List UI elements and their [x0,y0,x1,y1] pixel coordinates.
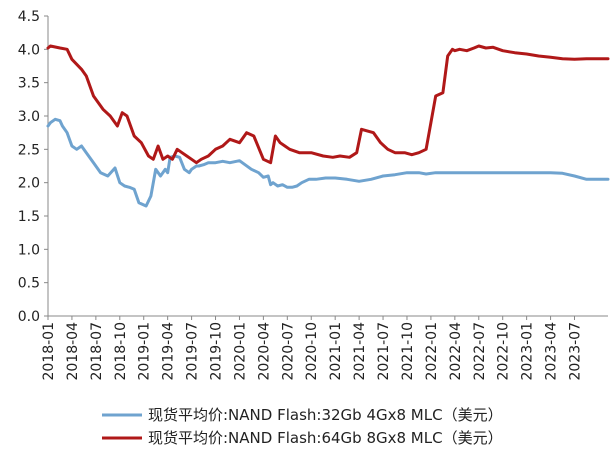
x-tick-label: 2022-01 [424,322,440,381]
y-tick-label: 4.0 [18,42,40,58]
x-tick-label: 2020-04 [256,322,272,381]
y-tick-label: 1.0 [18,242,40,258]
y-tick-label: 2.0 [18,176,40,192]
x-tick-label: 2018-10 [113,322,129,381]
y-tick-label: 0.5 [18,276,40,292]
series-lines [46,44,610,208]
x-tick-label: 2021-01 [328,322,344,381]
x-tick-label: 2018-07 [89,322,105,381]
series-line-1 [46,117,610,208]
x-tick-label: 2023-01 [520,322,536,381]
x-tick-label: 2019-07 [185,322,201,381]
legend-label-2: 现货平均价:NAND Flash:64Gb 8Gx8 MLC（美元） [148,429,503,447]
x-tick-label: 2022-07 [472,322,488,381]
series-line-2 [46,44,610,165]
x-tick-label: 2020-07 [280,322,296,381]
y-axis: 0.0 0.5 1.0 1.5 2.0 2.5 3.0 3.5 4.0 4.5 [18,9,49,325]
x-tick-label: 2023-07 [567,322,583,381]
x-tick-label: 2020-10 [304,322,320,381]
x-tick-label: 2021-10 [400,322,416,381]
x-tick-label: 2018-01 [41,322,57,381]
x-tick-label: 2021-07 [376,322,392,381]
x-tick-label: 2018-04 [65,322,81,381]
x-tick-label: 2019-10 [209,322,225,381]
y-tick-label: 3.0 [18,109,40,125]
x-axis: 2018-01 2018-04 2018-07 2018-10 2019-01 2019-… [41,315,608,381]
y-tick-label: 4.5 [18,9,40,25]
y-tick-label: 3.5 [18,76,40,92]
legend: 现货平均价:NAND Flash:32Gb 4Gx8 MLC（美元） 现货平均价:… [102,406,503,447]
x-tick-label: 2021-04 [352,322,368,381]
x-tick-label: 2019-01 [137,322,153,381]
y-tick-label: 2.5 [18,142,40,158]
x-tick-label: 2023-04 [544,322,560,381]
y-tick-label: 1.5 [18,209,40,225]
x-tick-label: 2022-10 [496,322,512,381]
x-tick-label: 2019-04 [161,322,177,381]
x-tick-label: 2022-04 [448,322,464,381]
legend-label-1: 现货平均价:NAND Flash:32Gb 4Gx8 MLC（美元） [148,406,503,424]
x-tick-label: 2020-01 [232,322,248,381]
y-tick-label: 0.0 [18,309,40,325]
